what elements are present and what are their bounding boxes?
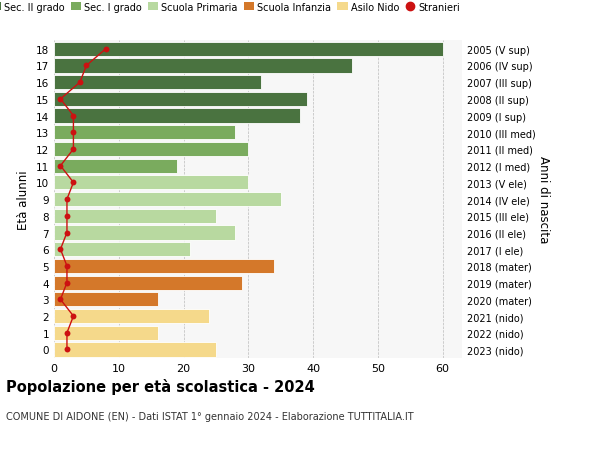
Bar (54, 342, 216, 357)
Point (68, 112, 78, 120)
Point (62, 230, 72, 237)
Point (68, 146, 78, 153)
Point (56, 296, 65, 303)
Point (68, 313, 78, 320)
Text: COMUNE DI AIDONE (EN) - Dati ISTAT 1° gennaio 2024 - Elaborazione TUTTITALIA.IT: COMUNE DI AIDONE (EN) - Dati ISTAT 1° ge… (6, 411, 413, 421)
Bar (54, 276, 242, 290)
Bar (54, 259, 274, 274)
Point (62, 330, 72, 337)
Bar (54, 126, 235, 140)
Text: Popolazione per età scolastica - 2024: Popolazione per età scolastica - 2024 (6, 379, 315, 395)
Bar (54, 76, 261, 90)
Point (62, 196, 72, 203)
Y-axis label: Anni di nascita: Anni di nascita (536, 156, 550, 243)
Point (62, 263, 72, 270)
Bar (54, 309, 209, 324)
Point (56, 246, 65, 253)
Bar (54, 59, 352, 73)
Bar (54, 326, 158, 340)
Bar (54, 93, 307, 107)
Bar (54, 109, 300, 123)
Point (56, 96, 65, 103)
Bar (54, 292, 158, 307)
Bar (54, 159, 177, 174)
Point (75, 79, 85, 87)
Point (62, 280, 72, 287)
Point (101, 46, 110, 53)
Point (68, 129, 78, 137)
Bar (54, 143, 248, 157)
Bar (54, 193, 281, 207)
Point (62, 346, 72, 353)
Point (82, 62, 91, 70)
Bar (54, 176, 248, 190)
Point (68, 179, 78, 187)
Bar (54, 243, 190, 257)
Bar (54, 226, 235, 240)
Bar (54, 43, 443, 57)
Point (62, 213, 72, 220)
Point (56, 162, 65, 170)
Y-axis label: Età alunni: Età alunni (17, 170, 31, 230)
Legend: Sec. II grado, Sec. I grado, Scuola Primaria, Scuola Infanzia, Asilo Nido, Stran: Sec. II grado, Sec. I grado, Scuola Prim… (0, 0, 464, 17)
Bar (54, 209, 216, 224)
